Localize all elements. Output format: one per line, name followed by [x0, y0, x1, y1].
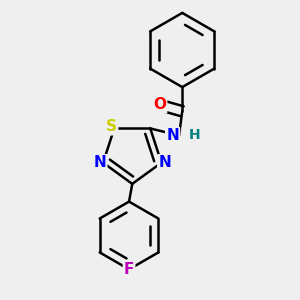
Text: N: N	[158, 155, 171, 170]
Text: N: N	[166, 128, 179, 143]
Text: O: O	[153, 97, 166, 112]
Text: F: F	[124, 262, 134, 277]
Text: H: H	[189, 128, 200, 142]
Text: N: N	[94, 155, 106, 170]
Text: S: S	[106, 119, 117, 134]
